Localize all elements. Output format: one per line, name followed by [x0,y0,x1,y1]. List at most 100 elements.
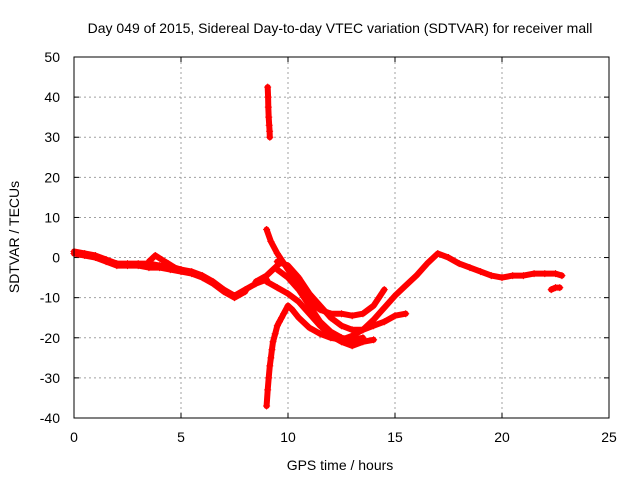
data-point-marker [278,314,286,322]
data-point-marker [275,318,283,326]
data-point-marker [81,252,89,260]
data-point-marker [316,330,324,338]
plot-frame [73,56,610,419]
data-point-marker [267,238,275,246]
data-point-marker [278,258,286,266]
data-point-marker [264,103,272,111]
data-point-marker [269,266,277,274]
data-point-marker [434,250,442,258]
data-point-marker [145,258,153,266]
y-axis-label: SDTVAR / TECUs [6,181,22,293]
data-point-marker [280,310,288,318]
data-point-marker [547,286,555,294]
data-point-marker [498,274,506,282]
data-point-marker [264,93,272,101]
y-tick-label: -40 [40,410,60,426]
data-point-marker [164,260,172,268]
data-point-marker [209,280,217,288]
data-point-marker [284,264,292,272]
data-point-marker [265,113,273,121]
data-point-marker [338,334,345,342]
y-tick-label: 30 [44,129,60,145]
data-point-marker [266,127,274,135]
data-point-marker [519,272,527,280]
x-tick-label: 0 [70,429,78,445]
data-point-marker [348,312,356,320]
data-point-marker [295,298,303,306]
data-point-marker [370,322,378,330]
data-point-marker [305,290,313,298]
data-point-marker [455,260,463,268]
data-point-marker [359,326,367,334]
data-point-marker [359,310,367,318]
series-track-end [547,284,564,294]
data-point-marker [284,290,292,298]
data-point-marker [188,270,196,278]
data-point-marker [530,270,538,278]
data-point-marker [158,256,166,264]
y-tick-label: -20 [40,330,60,346]
series-track-bump [145,252,185,274]
y-tick-label: -10 [40,290,60,306]
data-point-marker [145,264,153,272]
data-point-marker [412,272,420,280]
data-point-marker [151,252,159,260]
data-point-marker [266,362,274,370]
data-point-marker [445,254,452,262]
data-point-marker [271,330,279,338]
x-tick-label: 20 [494,429,510,445]
data-point-marker [380,318,388,326]
data-point-marker [348,336,356,344]
series-track-lower-2 [273,266,367,344]
data-point-marker [269,338,277,346]
y-tick-label: 20 [44,169,60,185]
data-point-marker [391,292,399,300]
data-point-marker [359,334,367,342]
data-point-marker [338,322,345,330]
data-point-marker [370,302,378,310]
data-point-marker [305,302,313,310]
data-layer [70,83,566,410]
series-track-spike-up [264,83,274,141]
data-point-marker [263,278,271,286]
data-point-marker [273,284,281,292]
data-point-marker [370,336,378,344]
data-point-marker [552,270,559,278]
data-point-marker [348,342,356,350]
data-point-marker [380,304,388,312]
data-point-marker [268,346,276,354]
data-point-marker [288,306,296,314]
y-tick-label: 50 [44,49,60,65]
data-point-marker [156,264,164,272]
y-tick-label: -30 [40,370,60,386]
y-tick-label: 0 [52,250,60,266]
x-tick-label: 10 [280,429,296,445]
data-point-marker [102,258,110,266]
data-point-marker [267,354,275,362]
data-point-marker [113,262,121,270]
data-point-marker [316,302,324,310]
data-point-marker [273,322,281,330]
data-point-marker [423,260,431,268]
data-point-marker [327,328,335,336]
data-point-marker [273,250,281,258]
data-point-marker [295,286,303,294]
data-point-marker [263,402,271,410]
data-point-marker [263,272,271,280]
data-point-marker [177,266,185,274]
x-tick-label: 5 [177,429,185,445]
data-point-marker [265,121,273,129]
data-point-marker [252,278,260,286]
data-point-marker [402,282,410,290]
data-point-marker [134,262,142,270]
data-point-marker [305,324,313,332]
data-point-marker [295,274,303,282]
data-point-marker [541,270,549,278]
series-track-short [252,258,292,286]
chart-title: Day 049 of 2015, Sidereal Day-to-day VTE… [88,20,593,36]
x-axis-label: GPS time / hours [287,457,394,473]
data-point-marker [466,264,474,272]
data-point-marker [264,386,272,394]
data-point-marker [241,288,249,296]
